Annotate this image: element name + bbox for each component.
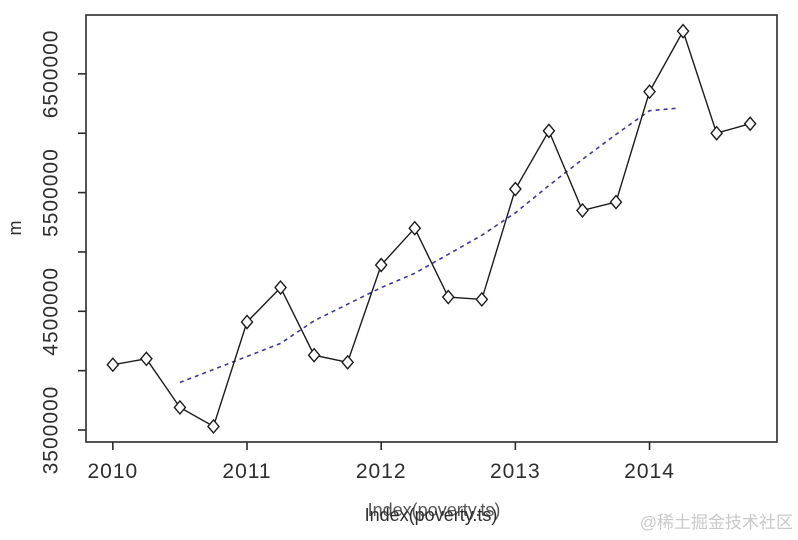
watermark-text: @稀土掘金技术社区 [640, 513, 793, 532]
trend-dashed-line [179, 107, 677, 384]
data-point-marker [274, 279, 287, 296]
y-axis-title: m [5, 221, 25, 236]
y-tick-label: 5500000 [40, 148, 63, 237]
x-axis-title: Index(poverty.ts) [365, 505, 498, 525]
x-axis-title-ghost: Index(poverty.ts) [368, 500, 501, 520]
x-tick-label: 2012 [356, 460, 407, 483]
data-point-marker [139, 351, 153, 367]
data-point-marker [475, 291, 489, 308]
data-point-marker [341, 354, 355, 370]
y-tick-label: 4500000 [40, 267, 63, 356]
data-point-marker [676, 23, 690, 39]
data-point-marker [743, 116, 757, 132]
chart-generated-layer: 3500000 4500000 5500000 6500000 2010 2011 2012… [40, 23, 757, 483]
data-point-marker [408, 220, 422, 236]
data-point-marker [307, 347, 321, 363]
data-point-marker [106, 357, 120, 373]
y-tick-label: 6500000 [40, 29, 63, 118]
data-point-marker [542, 123, 556, 139]
data-point-marker [240, 314, 254, 330]
data-point-marker [576, 202, 589, 218]
data-point-marker [609, 194, 623, 210]
x-tick-label: 2013 [490, 460, 541, 483]
x-tick-label: 2010 [87, 460, 138, 483]
x-tick-label: 2014 [624, 460, 675, 483]
data-point-marker [374, 257, 388, 273]
data-point-marker [643, 84, 656, 100]
data-point-marker [173, 399, 187, 416]
data-point-marker [710, 125, 724, 141]
plot-box [85, 14, 778, 443]
y-tick-label: 3500000 [40, 386, 63, 475]
x-tick-label: 2011 [222, 460, 271, 483]
data-point-marker [207, 418, 220, 435]
data-point-marker [441, 289, 455, 305]
data-point-marker [508, 181, 522, 197]
series-line [112, 29, 751, 428]
